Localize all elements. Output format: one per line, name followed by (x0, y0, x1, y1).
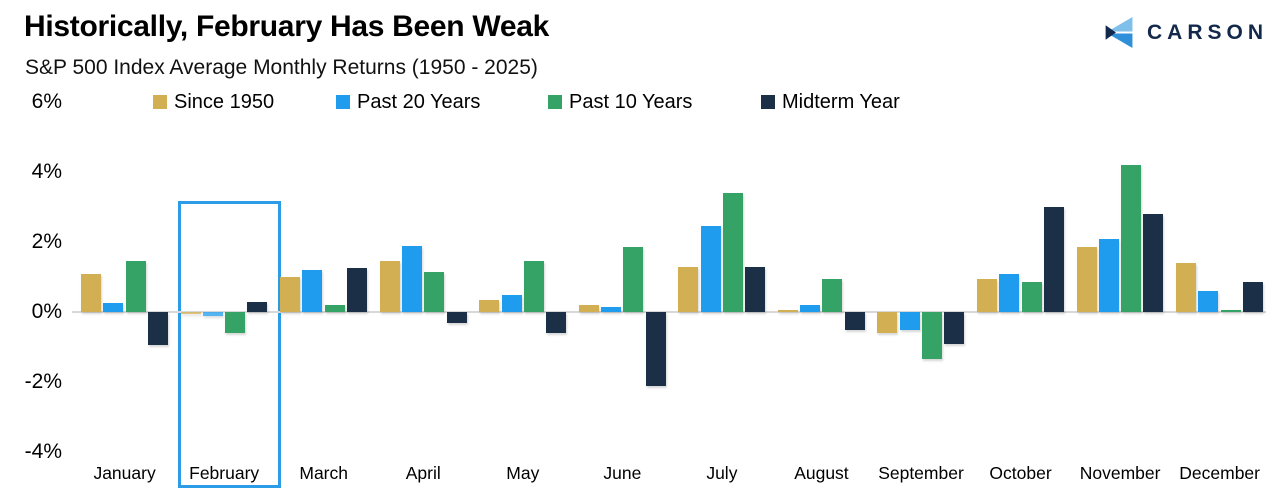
bar-october-3 (1021, 282, 1042, 312)
legend-item-3: Past 10 Years (548, 90, 692, 114)
bar-january-1 (81, 273, 101, 312)
bar-august-3 (822, 278, 843, 312)
bar-november-3 (1121, 165, 1142, 312)
bar-july-1 (678, 266, 699, 312)
page-title: Historically, February Has Been Weak (24, 10, 549, 43)
bar-october-2 (999, 273, 1020, 312)
bar-june-1 (578, 305, 599, 312)
bar-april-2 (401, 245, 422, 312)
carson-logo: CARSON (1100, 16, 1268, 49)
x-axis-label-july: July (706, 463, 738, 483)
x-axis-label-november: November (1079, 463, 1161, 483)
bar-september-4 (944, 312, 965, 344)
x-axis-label-august: August (794, 463, 849, 483)
bar-july-4 (745, 266, 766, 312)
zero-axis-line (72, 311, 1266, 313)
legend-label: Past 10 Years (569, 90, 693, 113)
bar-march-2 (302, 270, 323, 312)
bar-may-1 (479, 299, 500, 312)
bar-august-2 (800, 305, 821, 312)
bar-september-3 (922, 312, 942, 360)
bar-september-2 (899, 312, 920, 330)
legend-swatch-icon (336, 95, 350, 109)
x-axis-label-december: December (1179, 463, 1260, 483)
x-axis-label-march: March (299, 463, 348, 483)
x-axis-label-october: October (989, 463, 1052, 483)
bar-march-3 (324, 305, 345, 312)
bar-december-2 (1198, 291, 1219, 312)
bar-january-4 (147, 312, 168, 346)
bar-november-4 (1143, 214, 1164, 312)
x-axis-label-september: September (878, 463, 964, 483)
y-axis-label: 4% (31, 160, 62, 183)
bar-february-1 (180, 312, 201, 314)
bar-december-3 (1220, 310, 1241, 312)
bar-february-2 (202, 312, 223, 316)
y-axis-label: 2% (31, 230, 62, 253)
bar-april-4 (446, 312, 467, 323)
bar-june-4 (645, 312, 666, 386)
bar-november-1 (1076, 247, 1097, 312)
bar-july-2 (700, 226, 721, 312)
x-axis-label-april: April (405, 463, 441, 483)
carson-logo-icon (1105, 17, 1133, 48)
bar-february-3 (225, 312, 246, 333)
x-axis-label-may: May (506, 463, 540, 483)
bar-january-2 (103, 303, 124, 312)
chart-subtitle: S&P 500 Index Average Monthly Returns (1… (25, 56, 538, 79)
legend-label: Past 20 Years (357, 90, 481, 113)
bar-april-1 (379, 261, 400, 312)
legend-swatch-icon (548, 95, 562, 109)
y-axis-label: 6% (31, 90, 62, 113)
bar-january-3 (125, 261, 146, 312)
bar-october-4 (1043, 207, 1064, 312)
x-axis-label-february: February (189, 463, 260, 483)
bar-june-3 (623, 247, 644, 312)
bar-march-1 (280, 277, 301, 312)
bar-december-1 (1176, 263, 1197, 312)
bar-september-1 (877, 312, 898, 333)
bar-august-1 (777, 310, 798, 312)
legend-label: Since 1950 (174, 90, 275, 113)
bar-november-2 (1098, 238, 1119, 312)
carson-logo-text: CARSON (1147, 20, 1269, 44)
bar-july-3 (722, 193, 743, 312)
y-axis-label: -2% (24, 370, 62, 393)
legend-item-2: Past 20 Years (336, 90, 480, 114)
x-axis-label-june: June (603, 463, 642, 483)
legend-item-1: Since 1950 (153, 90, 274, 114)
bar-may-3 (523, 261, 544, 312)
legend-swatch-icon (761, 95, 775, 109)
bar-may-2 (501, 294, 522, 312)
legend-label: Midterm Year (782, 90, 900, 113)
bar-august-4 (844, 312, 865, 330)
legend-swatch-icon (153, 95, 167, 109)
february-highlight-box (178, 201, 281, 488)
y-axis-label: 0% (31, 300, 62, 323)
bar-june-2 (601, 306, 622, 312)
legend-item-4: Midterm Year (761, 90, 900, 114)
x-axis-label-january: January (93, 463, 156, 483)
bar-april-3 (424, 271, 445, 312)
bar-may-4 (546, 312, 567, 333)
y-axis-label: -4% (24, 440, 62, 463)
bar-march-4 (347, 268, 367, 312)
bar-october-1 (976, 278, 997, 312)
bar-february-4 (247, 301, 268, 312)
bar-december-4 (1242, 282, 1263, 312)
